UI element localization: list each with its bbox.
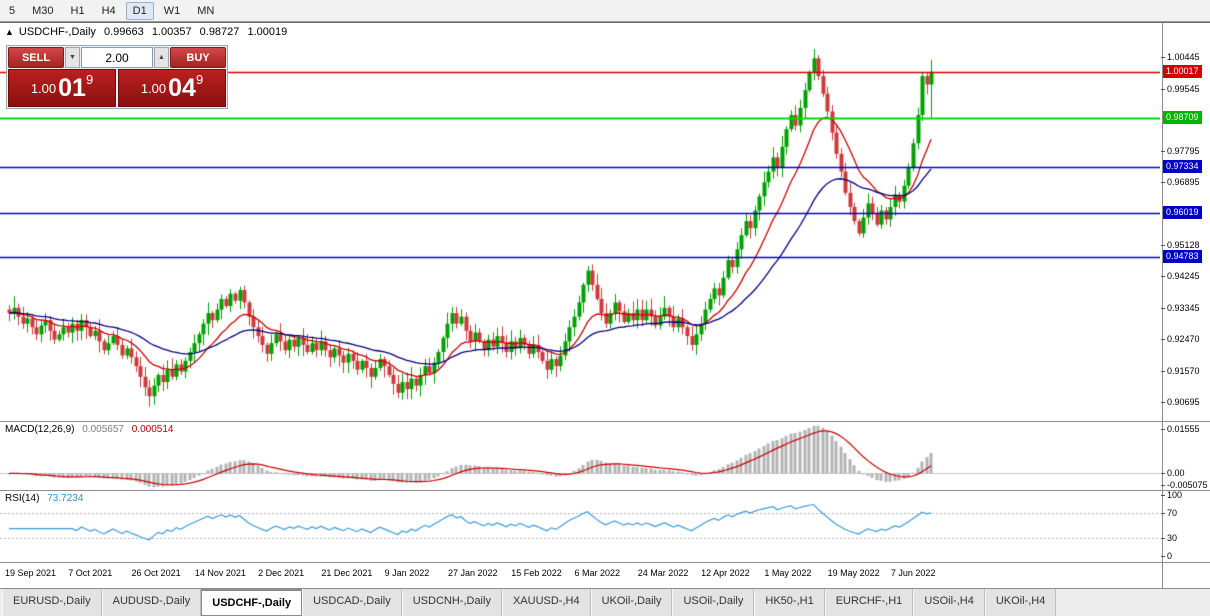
price-axis-label: 0.95128 [1161,239,1200,250]
chart-tab-usoil-daily[interactable]: USOil-,Daily [672,589,755,616]
rsi-indicator-canvas[interactable] [0,491,1160,562]
macd-signal-value: 0.000514 [131,424,174,435]
macd-name: MACD(12,26,9) [5,424,75,435]
sell-price-pip-digit: 9 [85,71,94,87]
macd-main-value: 0.005657 [82,424,124,435]
price-axis-label: 1.00445 [1161,51,1200,62]
timeframe-button-h4[interactable]: H4 [101,4,116,17]
chart-tab-hk50-h1[interactable]: HK50-,H1 [754,589,825,616]
rsi-axis-label: 30 [1160,532,1178,543]
price-line-badge: 1.00017 [1163,64,1202,78]
sell-button[interactable]: SELL [8,47,64,68]
chart-tab-eurchf-h1[interactable]: EURCHF-,H1 [824,589,914,616]
low-value: 0.98727 [199,26,240,38]
macd-indicator-label: MACD(12,26,9) 0.005657 0.000514 [5,424,178,435]
rsi-axis-label: 0 [1160,551,1173,561]
price-axis-label: 0.99545 [1161,83,1200,94]
price-axis-label: 0.92470 [1161,333,1200,344]
chart-tabs-bar: EURUSD-,Daily AUDUSD-,Daily USDCHF-,Daily U… [0,588,1210,616]
date-axis-label: 27 Jan 2022 [447,568,498,578]
price-axis-label: 0.96895 [1161,177,1200,188]
chart-ohlc-header: ▲ USDCHF-,Daily 0.99663 1.00357 0.98727 1… [5,26,292,38]
buy-price-pip-digit: 9 [195,71,204,87]
date-axis-label: 9 Jan 2022 [384,568,430,578]
timeframe-button-5[interactable]: 5 [9,4,16,17]
volume-increase-icon[interactable]: ▲ [154,47,169,68]
rsi-name: RSI(14) [5,493,40,504]
date-axis-label: 24 Mar 2022 [637,568,689,578]
price-axis-label: 0.97795 [1161,145,1200,156]
volume-decrease-icon[interactable]: ▼ [65,47,80,68]
chart-tab-eurusd-daily[interactable]: EURUSD-,Daily [2,589,102,616]
date-axis-label: 19 Sep 2021 [5,568,57,578]
price-axis-border [1162,23,1163,589]
date-axis-label: 21 Dec 2021 [321,568,373,578]
date-axis-label: 7 Oct 2021 [68,568,113,578]
rsi-axis-label: 100 [1160,490,1183,500]
panel-separator [0,562,1210,563]
timeframe-button-d1[interactable]: D1 [125,1,154,20]
high-value: 1.00357 [151,26,192,38]
sell-price-big-digits: 01 [58,73,86,102]
panel-separator[interactable] [0,490,1210,491]
timeframe-button-m30[interactable]: M30 [32,4,54,17]
open-value: 0.99663 [103,26,144,38]
price-axis-label: 0.90695 [1161,396,1200,407]
chart-symbol-label: USDCHF-,Daily [18,26,96,38]
buy-price-prefix: 1.00 [140,80,167,96]
chart-tab-ukoil-daily[interactable]: UKOil-,Daily [590,589,673,616]
close-value: 1.00019 [247,26,288,38]
price-axis-label: 0.91570 [1161,365,1200,376]
chart-tab-usdchf-daily[interactable]: USDCHF-,Daily [201,589,303,616]
chart-tab-usoil-h4[interactable]: USOil-,H4 [913,589,985,616]
price-axis-label: 0.93345 [1161,302,1200,313]
chart-tab-usdcad-daily[interactable]: USDCAD-,Daily [302,589,402,616]
chart-tab-usdcnh-daily[interactable]: USDCNH-,Daily [401,589,502,616]
date-axis-label: 7 Jun 2022 [890,568,936,578]
timeframe-button-mn[interactable]: MN [197,4,215,17]
panel-separator[interactable] [0,421,1210,422]
macd-indicator-canvas[interactable] [0,422,1160,490]
timeframe-button-h1[interactable]: H1 [70,4,85,17]
date-axis-label: 26 Oct 2021 [131,568,181,578]
chart-area: ▲ USDCHF-,Daily 0.99663 1.00357 0.98727 1… [0,22,1210,589]
macd-axis-label: -0.005075 [1161,480,1208,490]
macd-axis-label: 0.01555 [1161,424,1200,434]
bullish-arrow-icon: ▲ [5,27,14,37]
timeframe-toolbar: 5 M30 H1 H4 D1 W1 MN [0,0,1210,22]
buy-button[interactable]: BUY [170,47,226,68]
date-axis-label: 19 May 2022 [827,568,880,578]
date-axis-label: 6 Mar 2022 [574,568,621,578]
date-axis-label: 15 Feb 2022 [511,568,562,578]
date-axis-label: 14 Nov 2021 [194,568,246,578]
buy-price-big-digits: 04 [168,73,196,102]
price-line-badge: 0.98709 [1163,111,1202,125]
macd-axis-label: 0.00 [1161,468,1185,479]
rsi-value: 73.7234 [47,493,84,504]
sell-price-prefix: 1.00 [30,80,57,96]
chart-tab-ukoil-h4[interactable]: UKOil-,H4 [984,589,1057,616]
timeframe-button-w1[interactable]: W1 [163,4,181,17]
price-axis-label: 0.94245 [1161,271,1200,282]
buy-price-display[interactable]: 1.00 04 9 [118,69,226,107]
rsi-axis-label: 70 [1160,508,1178,519]
one-click-trade-panel: SELL ▼ 2.00 ▲ BUY 1.00 01 9 1.00 04 9 [6,45,228,109]
date-axis-label: 1 May 2022 [764,568,812,578]
sell-price-display[interactable]: 1.00 01 9 [8,69,116,107]
price-line-badge: 0.96019 [1163,206,1202,220]
chart-tab-xauusd-h4[interactable]: XAUUSD-,H4 [501,589,591,616]
date-axis-label: 2 Dec 2021 [258,568,305,578]
price-line-badge: 0.94783 [1163,250,1202,264]
rsi-indicator-label: RSI(14) 73.7234 [5,493,88,504]
date-axis-label: 12 Apr 2022 [701,568,750,578]
volume-input[interactable]: 2.00 [81,47,153,68]
price-line-badge: 0.97334 [1163,159,1202,173]
chart-tab-audusd-daily[interactable]: AUDUSD-,Daily [101,589,202,616]
